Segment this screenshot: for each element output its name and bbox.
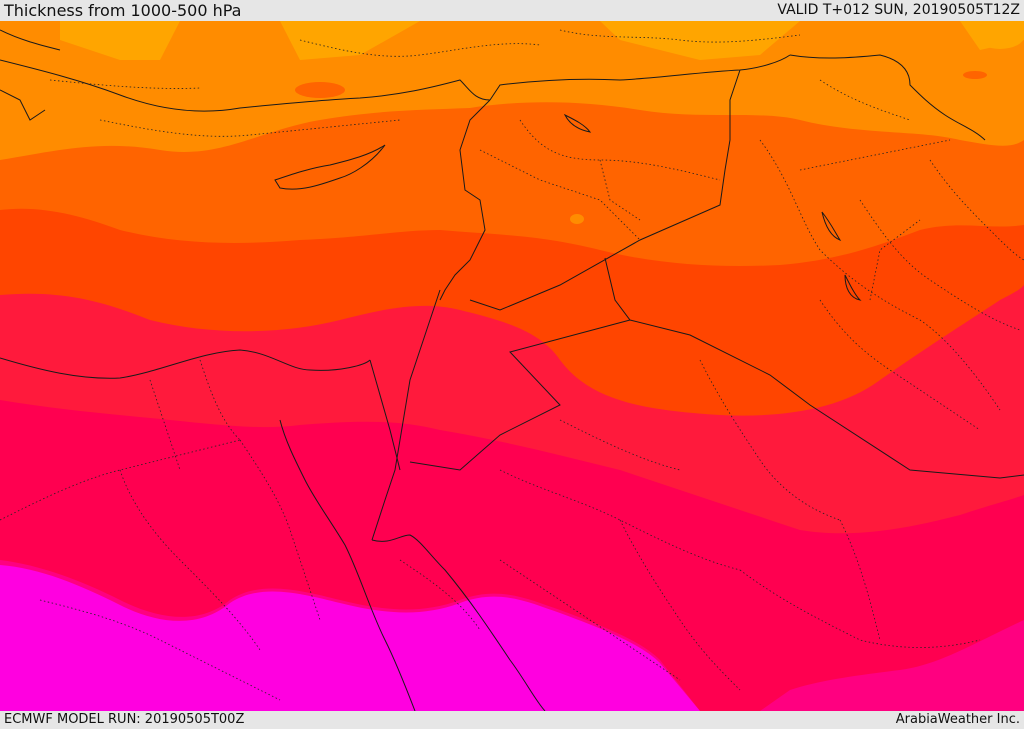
orange-blob xyxy=(295,82,345,98)
thickness-map xyxy=(0,21,1024,711)
orange-blob xyxy=(963,71,987,79)
credit: ArabiaWeather Inc. xyxy=(895,712,1020,727)
orange-blob xyxy=(570,214,584,224)
footer-bar: ECMWF MODEL RUN: 20190505T00Z ArabiaWeat… xyxy=(0,711,1024,729)
light-blob xyxy=(975,21,1024,49)
pink-blob xyxy=(253,454,277,466)
magenta-blob xyxy=(290,594,306,606)
admin-borders xyxy=(0,29,1024,701)
band-magenta xyxy=(0,565,700,711)
map-title: Thickness from 1000-500 hPa xyxy=(4,1,242,20)
coastlines xyxy=(0,29,1024,711)
model-run: ECMWF MODEL RUN: 20190505T00Z xyxy=(4,712,245,727)
pink-blob xyxy=(344,497,360,513)
pink-blob xyxy=(344,473,356,483)
valid-time: VALID T+012 SUN, 20190505T12Z xyxy=(777,2,1020,18)
header-bar: Thickness from 1000-500 hPa VALID T+012 … xyxy=(0,0,1024,21)
